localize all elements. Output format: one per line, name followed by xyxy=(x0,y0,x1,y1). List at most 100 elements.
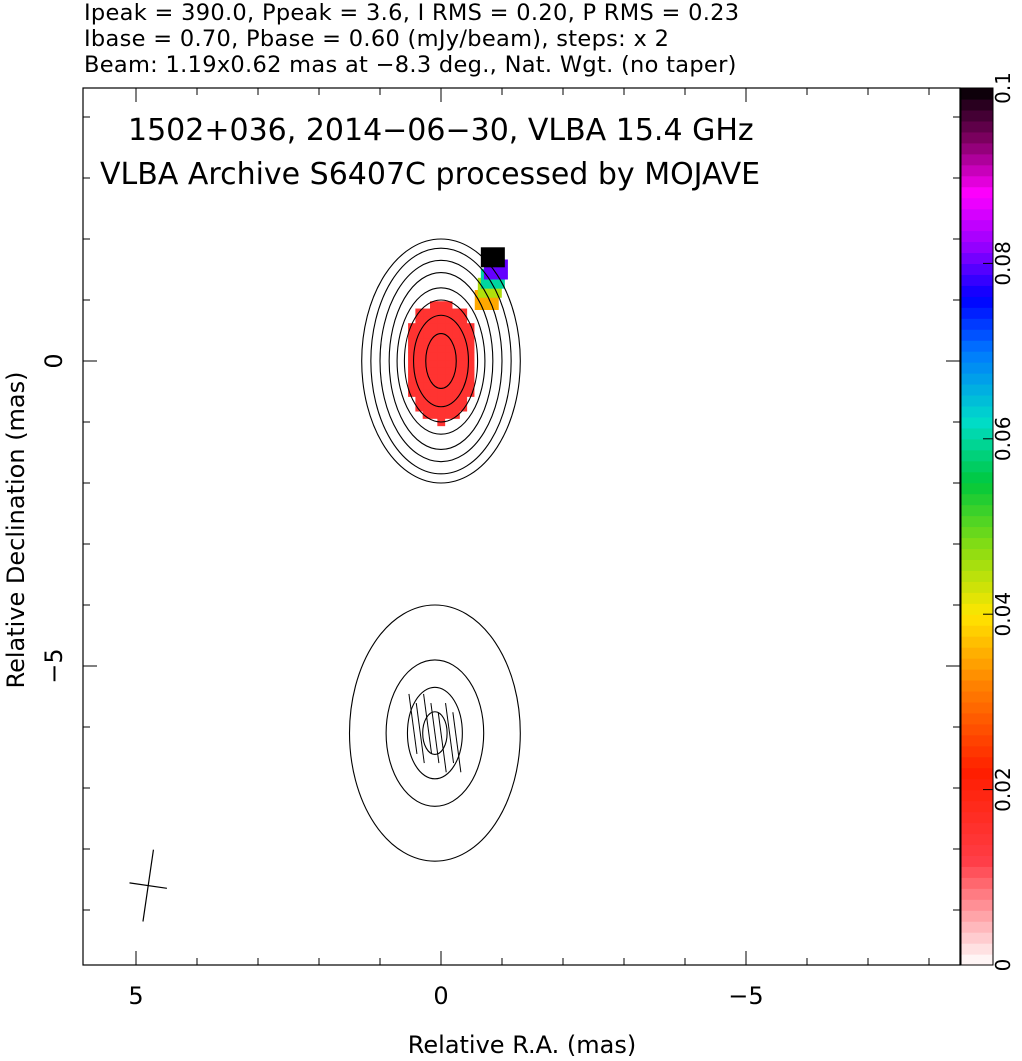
colorbar-band xyxy=(961,383,993,396)
polarization-pixel xyxy=(422,359,431,368)
polarization-pixel xyxy=(444,337,453,346)
colorbar-band xyxy=(961,252,993,264)
colorbar-band xyxy=(961,120,993,133)
colorbar-band xyxy=(961,296,993,308)
colorbar-band xyxy=(961,515,993,528)
polarization-pixel xyxy=(437,315,446,324)
polarization-pixel xyxy=(415,389,424,397)
polarization-pixel xyxy=(430,315,438,324)
colorbar-band xyxy=(961,669,993,681)
colorbar-tick-label: 0.06 xyxy=(991,417,1015,462)
polarization-pixel xyxy=(415,337,424,346)
colorbar-band xyxy=(961,592,993,604)
colorbar-band xyxy=(961,164,993,177)
source-annotation: 1502+036, 2014−06−30, VLBA 15.4 GHz xyxy=(128,113,754,148)
y-tick-label: −5 xyxy=(40,648,68,683)
polarization-pixel xyxy=(459,389,468,397)
polarization-pixel xyxy=(459,315,468,324)
polarization-pixel xyxy=(415,315,424,324)
polarization-pixel xyxy=(466,367,475,375)
polarization-pixel xyxy=(444,359,453,368)
polarization-pixel xyxy=(451,345,460,353)
evpa-stick xyxy=(452,712,462,773)
polarization-pixel xyxy=(430,301,438,310)
polarization-pixel xyxy=(430,359,438,368)
polarization-pixel xyxy=(459,374,468,383)
archive-annotation: VLBA Archive S6407C processed by MOJAVE xyxy=(100,157,760,192)
colorbar-band xyxy=(961,526,993,539)
polarization-pixel xyxy=(430,345,438,353)
beam-minor-axis xyxy=(129,882,167,889)
polarization-pixel xyxy=(459,381,468,390)
polarization-pixel xyxy=(451,315,460,324)
colorbar-band xyxy=(961,690,993,703)
colorbar-band xyxy=(961,186,993,199)
polarization-pixel xyxy=(408,381,416,390)
jet-contour xyxy=(406,686,463,780)
polarization-pixel xyxy=(451,367,460,375)
colorbar-band xyxy=(961,482,993,495)
polarization-pixel xyxy=(466,359,475,368)
polarization-pixel xyxy=(444,411,453,419)
polarization-pixel xyxy=(408,330,416,339)
polarization-pixel xyxy=(451,374,460,383)
colorbar-band xyxy=(961,559,993,571)
polarization-pixel xyxy=(466,352,475,361)
polarization-pixel xyxy=(430,411,438,419)
polarization-pixel xyxy=(422,352,431,361)
polarization-pixel xyxy=(466,374,475,383)
colorbar-band xyxy=(961,318,993,330)
polarization-pixel xyxy=(466,337,475,346)
core-contour xyxy=(425,332,457,389)
polarization-pixel xyxy=(415,345,424,353)
colorbar-band xyxy=(961,603,993,615)
colorbar-band xyxy=(961,921,993,933)
polarization-pixel xyxy=(437,308,446,317)
colorbar-band xyxy=(961,910,993,922)
polarization-pixel xyxy=(437,345,446,353)
colorbar-band xyxy=(961,109,993,122)
colorbar-band xyxy=(961,745,993,758)
colorbar-band xyxy=(961,504,993,517)
polarization-pixel xyxy=(415,359,424,368)
x-tick-label: 0 xyxy=(433,982,448,1010)
polarization-pixel xyxy=(415,396,424,405)
polarization-pixel xyxy=(430,389,438,397)
header-line-2: Ibase = 0.70, Pbase = 0.60 (mJy/beam), s… xyxy=(84,26,670,52)
polarization-pixel xyxy=(444,323,453,331)
polarization-pixel xyxy=(430,308,438,317)
jet-contour xyxy=(385,659,485,807)
polarization-pixel xyxy=(437,374,446,383)
colorbar-band xyxy=(961,219,993,232)
polarization-pixel xyxy=(444,345,453,353)
x-tick-label: 5 xyxy=(128,982,143,1010)
polarization-pixel xyxy=(430,330,438,339)
polarization-pixel xyxy=(451,411,460,419)
polarization-pixel xyxy=(466,323,475,331)
polarization-pixel xyxy=(415,381,424,390)
polarization-pixel xyxy=(422,381,431,390)
colorbar-band xyxy=(961,789,993,802)
polarization-pixel xyxy=(422,308,431,317)
jet-contour xyxy=(422,711,448,756)
polarization-pixel xyxy=(444,330,453,339)
colorbar-band xyxy=(961,230,993,243)
colorbar-band xyxy=(961,493,993,506)
colorbar-band xyxy=(961,625,993,637)
polarization-pixel xyxy=(437,359,446,368)
core-contour xyxy=(403,299,479,423)
colorbar-band xyxy=(961,734,993,747)
colorbar-band xyxy=(961,888,993,900)
evpa-stick xyxy=(408,693,418,755)
colorbar-band xyxy=(961,712,993,725)
polarization-pixel xyxy=(415,330,424,339)
colorbar-band xyxy=(961,285,993,297)
polarization-pixel xyxy=(430,352,438,361)
header-line-3: Beam: 1.19x0.62 mas at −8.3 deg., Nat. W… xyxy=(84,52,737,78)
polarization-pixel xyxy=(408,323,416,331)
colorbar-band xyxy=(961,866,993,878)
polarization-pixel xyxy=(466,389,475,397)
polarization-pixel xyxy=(415,374,424,383)
polarization-pixel xyxy=(466,345,475,353)
